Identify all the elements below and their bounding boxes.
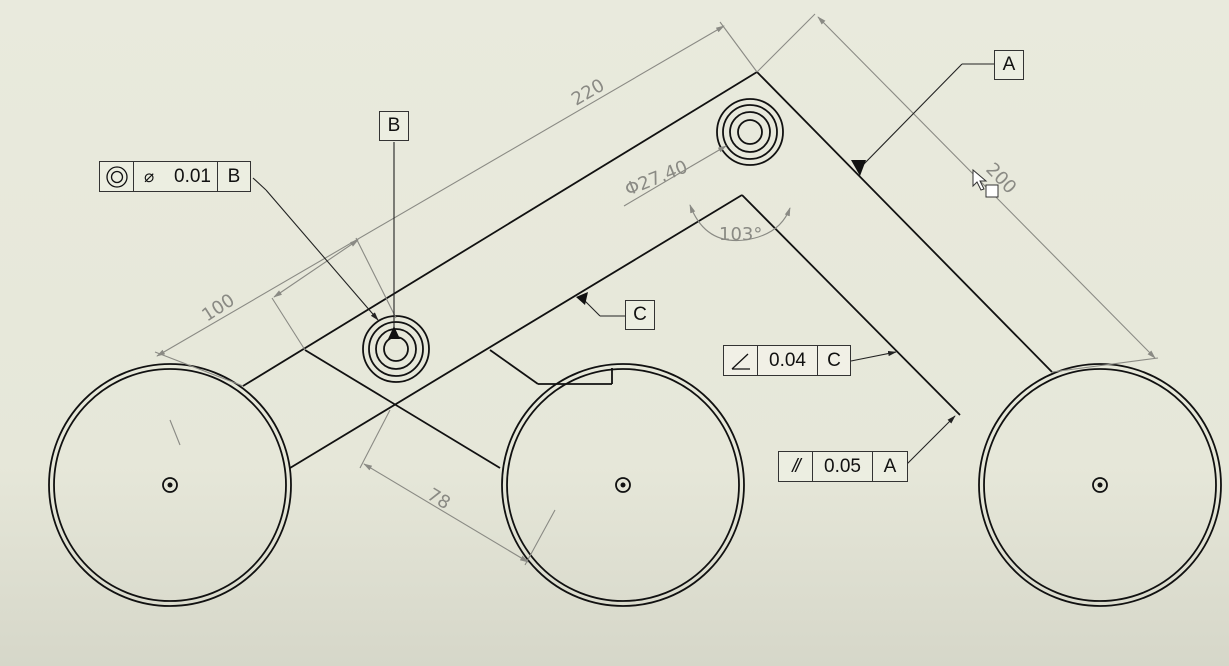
fcf-parallelism-datum-cell: A [873,452,907,481]
dimension-78 [169,409,556,566]
fcf-concentricity-tolerance: 0.01 [174,165,211,187]
leader-datum-a [851,63,994,176]
fcf-concentricity[interactable]: ⌀ 0.01 B [99,161,251,192]
dimension-diameter [623,145,727,207]
fcf-angularity[interactable]: 0.04 C [723,345,851,376]
fcf-parallelism-datum: A [883,455,897,477]
fcf-angularity-tolerance-cell: 0.04 [758,346,818,375]
fcf-parallelism[interactable]: // 0.05 A [778,451,908,482]
wheel-middle [501,363,745,607]
leader-angularity [850,350,897,362]
fcf-parallelism-tolerance: 0.05 [824,455,861,477]
datum-c-text: C [633,304,647,325]
fcf-angularity-datum: C [827,349,841,371]
fcf-concentricity-datum-cell: B [218,162,250,191]
datum-a-label[interactable]: A [994,50,1024,80]
hole-top [716,98,784,166]
angularity-icon [724,346,758,375]
datum-a-text: A [1002,54,1016,75]
leader-datum-c [576,292,625,317]
dimension-100 [271,237,397,351]
datum-c-label[interactable]: C [625,300,655,330]
hole-datum-b [362,315,430,383]
parallelism-symbol: // [792,455,800,477]
dimension-200 [756,13,1159,373]
fcf-parallelism-tolerance-cell: 0.05 [813,452,873,481]
dimension-angle [689,204,791,242]
fcf-angularity-datum-cell: C [818,346,850,375]
fcf-concentricity-tolerance-cell: ⌀ 0.01 [134,162,218,191]
dimension-220 [154,21,758,387]
wheel-left [48,363,292,607]
leader-concentricity [252,177,379,321]
diameter-modifier: ⌀ [144,166,155,186]
leader-parallelism [905,415,956,466]
datum-b-label[interactable]: B [379,111,409,141]
wheel-right [978,363,1222,607]
mouse-cursor-icon [972,168,999,198]
fcf-concentricity-datum: B [227,165,241,187]
leader-datum-b [388,142,400,339]
dimension-diameter-label[interactable]: Φ27.40 [622,157,691,201]
dimension-angle-label[interactable]: 103° [719,224,762,245]
datum-b-text: B [387,115,401,136]
parallelism-icon: // [779,452,813,481]
fcf-angularity-tolerance: 0.04 [769,349,806,371]
concentricity-icon [100,162,134,191]
dimension-78-label[interactable]: 78 [423,484,453,514]
